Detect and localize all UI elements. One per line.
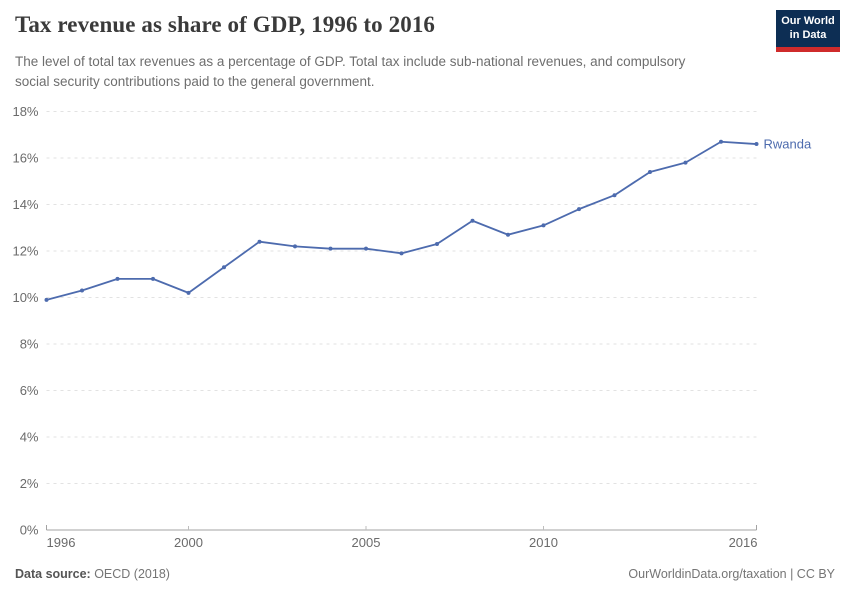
data-point bbox=[222, 265, 226, 270]
x-axis-tick-label: 2016 bbox=[729, 535, 758, 550]
y-axis-tick-label: 18% bbox=[12, 104, 38, 119]
data-point bbox=[648, 169, 652, 174]
data-point bbox=[80, 288, 84, 293]
data-point bbox=[399, 251, 404, 256]
data-point bbox=[328, 246, 333, 251]
x-axis-tick-label: 2005 bbox=[352, 535, 381, 550]
data-point bbox=[719, 139, 723, 144]
data-point bbox=[435, 242, 439, 247]
data-point bbox=[186, 290, 191, 295]
x-axis-tick-label: 1996 bbox=[47, 535, 76, 550]
data-point bbox=[541, 223, 546, 228]
y-axis-tick-label: 8% bbox=[20, 337, 39, 352]
y-axis-tick-label: 10% bbox=[12, 290, 38, 305]
data-point bbox=[151, 276, 155, 281]
owid-logo[interactable]: Our World in Data bbox=[776, 10, 840, 52]
y-axis-tick-label: 12% bbox=[12, 244, 38, 259]
data-point bbox=[257, 239, 262, 244]
data-point bbox=[577, 207, 581, 212]
y-axis-tick-label: 4% bbox=[20, 430, 39, 445]
data-point bbox=[506, 232, 510, 237]
data-source-value: OECD (2018) bbox=[90, 567, 170, 581]
page-title: Tax revenue as share of GDP, 1996 to 201… bbox=[15, 12, 436, 37]
y-axis-tick-label: 14% bbox=[12, 197, 38, 212]
data-point bbox=[470, 218, 475, 223]
data-line bbox=[45, 140, 758, 301]
chart-subtitle: The level of total tax revenues as a per… bbox=[15, 54, 686, 89]
y-axis-tick-label: 6% bbox=[20, 383, 39, 398]
owid-logo-line1: Our World bbox=[781, 15, 835, 27]
y-axis-tick-label: 16% bbox=[12, 151, 38, 166]
data-point bbox=[44, 297, 49, 302]
x-axis-tick-label: 2010 bbox=[529, 535, 558, 550]
data-point bbox=[293, 244, 297, 249]
attribution-link[interactable]: OurWorldinData.org/taxation | CC BY bbox=[628, 567, 835, 581]
data-source-label: Data source: bbox=[15, 567, 91, 581]
chart-footer: Data source: OECD (2018) OurWorldinData.… bbox=[15, 567, 835, 581]
y-axis-tick-label: 0% bbox=[20, 523, 39, 538]
data-point bbox=[364, 246, 368, 251]
data-point bbox=[754, 142, 759, 147]
data-point bbox=[612, 193, 617, 198]
series-end-label: Rwanda bbox=[764, 137, 812, 152]
data-source: Data source: OECD (2018) bbox=[15, 567, 170, 581]
data-point bbox=[683, 160, 688, 165]
x-axis-tick-label: 2000 bbox=[174, 535, 203, 550]
y-axis-tick-label: 2% bbox=[20, 476, 39, 491]
owid-logo-line2: in Data bbox=[789, 28, 827, 41]
data-point bbox=[115, 276, 120, 281]
